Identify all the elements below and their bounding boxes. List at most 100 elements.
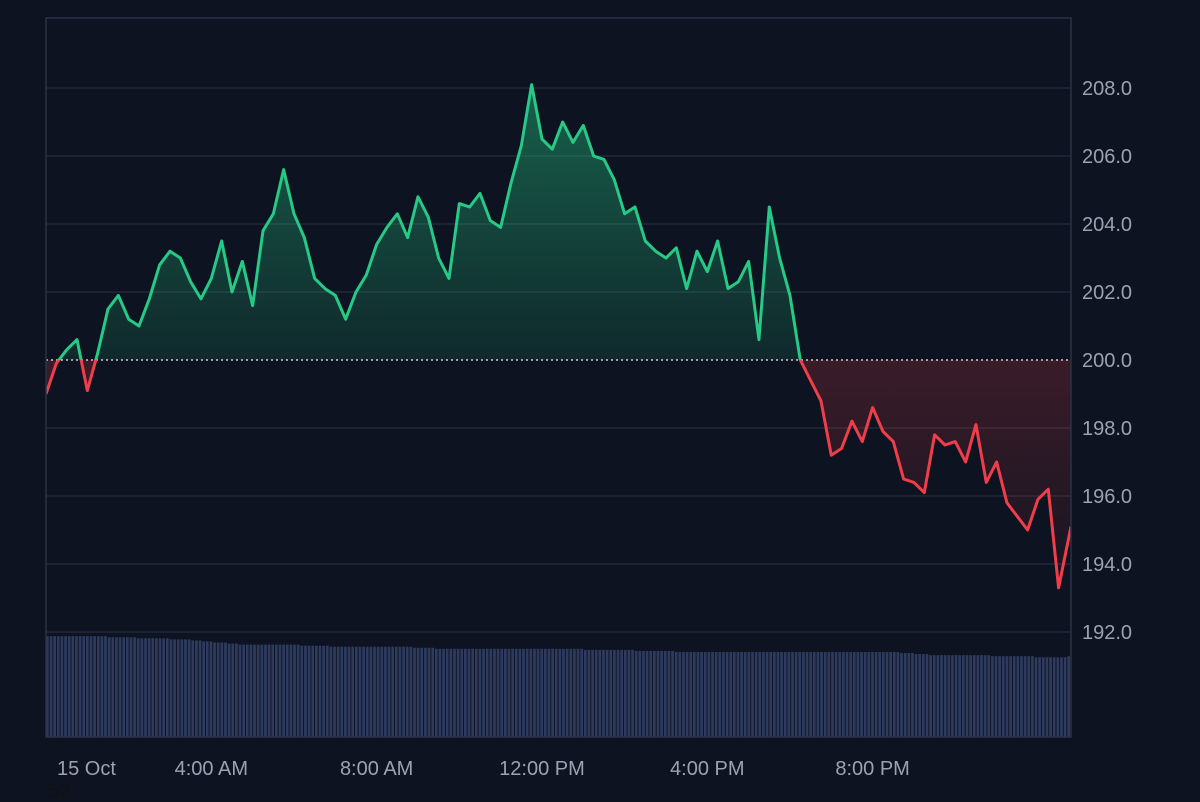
volume-bar	[678, 651, 682, 737]
volume-bar	[613, 649, 616, 737]
x-tick-label: 4:00 PM	[670, 758, 744, 780]
volume-bar	[838, 651, 842, 737]
volume-bar	[911, 653, 914, 737]
volume-bar	[536, 648, 540, 737]
volume-bar	[1063, 657, 1067, 737]
volume-bar	[162, 638, 166, 737]
volume-bar	[892, 651, 896, 737]
volume-bar	[772, 651, 776, 737]
volume-bars	[46, 636, 1071, 737]
volume-bar	[667, 650, 671, 737]
volume-bar	[460, 648, 464, 737]
volume-bar	[1045, 657, 1049, 737]
volume-bar	[122, 637, 126, 737]
volume-bar	[165, 638, 169, 737]
volume-bar	[296, 644, 300, 737]
volume-bar	[991, 656, 994, 737]
volume-bar	[213, 642, 216, 737]
volume-bar	[82, 636, 86, 737]
volume-bar	[431, 647, 435, 737]
volume-bar	[645, 650, 649, 737]
volume-bar	[493, 648, 496, 737]
footer-count: 52	[48, 780, 71, 802]
volume-bar	[634, 650, 638, 737]
volume-bar	[224, 642, 227, 737]
volume-bar	[798, 651, 802, 737]
volume-bar	[482, 648, 485, 737]
volume-bar	[547, 648, 551, 737]
x-tick-label: 8:00 PM	[835, 758, 909, 780]
volume-bar	[816, 651, 820, 737]
volume-bar	[46, 636, 49, 737]
volume-bar	[136, 638, 140, 737]
volume-bar	[1038, 657, 1042, 737]
volume-bar	[394, 646, 398, 737]
volume-bar	[965, 655, 969, 737]
volume-bar	[151, 638, 155, 737]
volume-bar	[787, 651, 791, 737]
volume-bar	[925, 654, 929, 737]
volume-bar	[856, 651, 860, 737]
volume-bar	[900, 653, 903, 737]
volume-bar	[518, 648, 522, 737]
volume-bar	[605, 649, 609, 737]
volume-bar	[1005, 656, 1009, 737]
price-area-below	[46, 360, 1071, 588]
volume-bar	[500, 648, 504, 737]
y-tick-label: 198.0	[1082, 418, 1132, 440]
volume-bar	[780, 651, 783, 737]
volume-bar	[921, 654, 925, 737]
volume-bar	[783, 651, 787, 737]
volume-bar	[427, 647, 431, 737]
volume-bar	[649, 650, 653, 737]
volume-bar	[751, 651, 754, 737]
y-axis-tick-labels: 192.0 194.0 196.0 198.0 200.0 202.0 204.0 206.0…	[1082, 78, 1132, 644]
x-tick-label: 4:00 AM	[175, 758, 248, 780]
volume-bar	[282, 644, 285, 737]
volume-bar	[871, 651, 874, 737]
volume-bar	[155, 638, 158, 737]
volume-bar	[238, 644, 242, 737]
volume-bar	[227, 643, 231, 737]
volume-bar	[387, 646, 391, 737]
volume-bar	[940, 655, 943, 737]
volume-bar	[729, 651, 733, 737]
volume-bar	[722, 651, 725, 737]
volume-bar	[416, 647, 420, 737]
volume-bar	[947, 655, 951, 737]
volume-bar	[812, 651, 816, 737]
volume-bar	[565, 648, 569, 737]
price-line-down	[46, 360, 1071, 590]
volume-bar	[714, 651, 718, 737]
volume-bar	[245, 644, 249, 737]
volume-bar	[703, 651, 707, 737]
volume-bar	[409, 646, 413, 737]
volume-bar	[362, 646, 365, 737]
volume-bar	[794, 651, 798, 737]
volume-bar	[1020, 656, 1023, 737]
volume-bar	[184, 639, 187, 737]
volume-bar	[718, 651, 722, 737]
volume-bar	[420, 647, 424, 737]
volume-bar	[951, 655, 954, 737]
volume-bar	[747, 651, 751, 737]
volume-bar	[653, 650, 656, 737]
x-tick-label: 12:00 PM	[499, 758, 585, 780]
plot-border	[45, 17, 1072, 738]
volume-bar	[533, 648, 536, 737]
volume-bar	[329, 646, 333, 737]
volume-bar	[314, 645, 318, 737]
volume-bar	[740, 651, 743, 737]
volume-bar	[700, 651, 703, 737]
price-area-above	[46, 84, 1071, 360]
volume-bar	[511, 648, 514, 737]
volume-bar	[64, 636, 67, 737]
volume-bar	[849, 651, 853, 737]
volume-bar	[863, 651, 867, 737]
volume-bar	[322, 645, 325, 737]
volume-bar	[583, 649, 587, 737]
volume-bar	[958, 655, 962, 737]
volume-bar	[936, 655, 940, 737]
volume-bar	[71, 636, 75, 737]
volume-bar	[264, 644, 267, 737]
